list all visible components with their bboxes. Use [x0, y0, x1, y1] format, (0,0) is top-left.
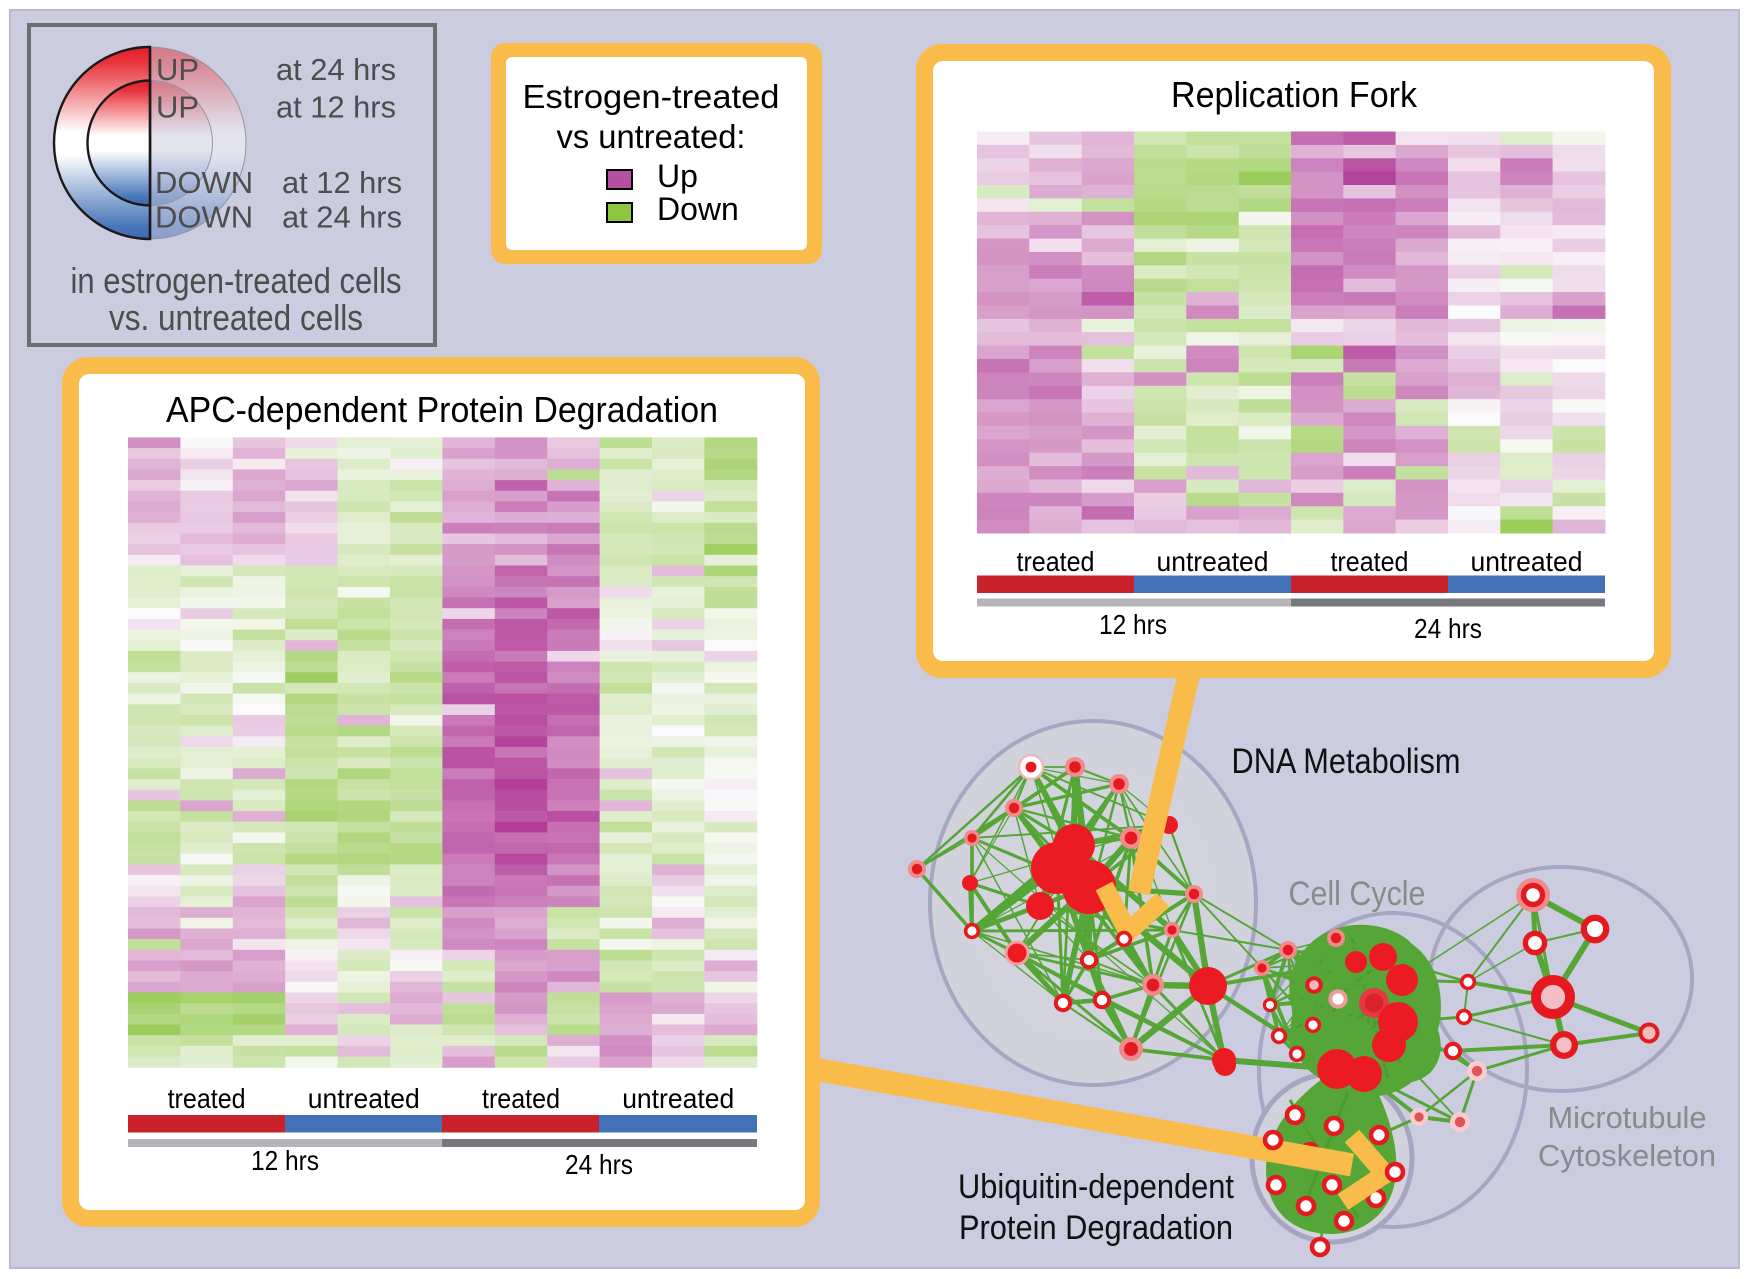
svg-text:Protein Degradation: Protein Degradation [959, 1209, 1233, 1247]
svg-text:UP: UP [156, 90, 199, 125]
svg-text:DOWN: DOWN [155, 165, 253, 200]
svg-text:treated: treated [1330, 546, 1408, 577]
svg-text:treated: treated [482, 1083, 560, 1114]
svg-text:12 hrs: 12 hrs [1099, 609, 1167, 640]
svg-text:24 hrs: 24 hrs [1414, 613, 1482, 644]
svg-text:untreated: untreated [1156, 546, 1268, 577]
svg-text:Estrogen-treated: Estrogen-treated [523, 78, 780, 115]
svg-text:DOWN: DOWN [155, 200, 253, 235]
svg-text:untreated: untreated [622, 1083, 734, 1114]
svg-text:DNA Metabolism: DNA Metabolism [1232, 742, 1461, 781]
svg-text:Cell Cycle: Cell Cycle [1289, 875, 1426, 913]
svg-text:APC-dependent Protein Degradat: APC-dependent Protein Degradation [166, 389, 718, 430]
svg-text:untreated: untreated [308, 1083, 420, 1114]
svg-text:vs untreated:: vs untreated: [557, 118, 746, 155]
svg-text:Up: Up [657, 158, 698, 194]
svg-text:Microtubule: Microtubule [1548, 1100, 1707, 1135]
svg-text:Replication Fork: Replication Fork [1171, 74, 1418, 115]
svg-text:treated: treated [1016, 546, 1094, 577]
svg-text:at 12 hrs: at 12 hrs [276, 90, 396, 125]
svg-text:vs. untreated cells: vs. untreated cells [109, 297, 363, 338]
svg-text:at 12 hrs: at 12 hrs [282, 165, 402, 200]
svg-text:untreated: untreated [1470, 546, 1582, 577]
svg-text:Ubiquitin-dependent: Ubiquitin-dependent [958, 1168, 1234, 1206]
svg-text:UP: UP [156, 52, 199, 87]
svg-text:Cytoskeleton: Cytoskeleton [1538, 1138, 1716, 1173]
svg-text:24 hrs: 24 hrs [565, 1149, 633, 1180]
svg-text:at 24 hrs: at 24 hrs [282, 200, 402, 235]
svg-text:12 hrs: 12 hrs [251, 1145, 319, 1176]
svg-text:in estrogen-treated cells: in estrogen-treated cells [71, 260, 402, 301]
svg-text:treated: treated [168, 1083, 246, 1114]
svg-text:at 24 hrs: at 24 hrs [276, 52, 396, 87]
svg-text:Down: Down [657, 191, 739, 227]
